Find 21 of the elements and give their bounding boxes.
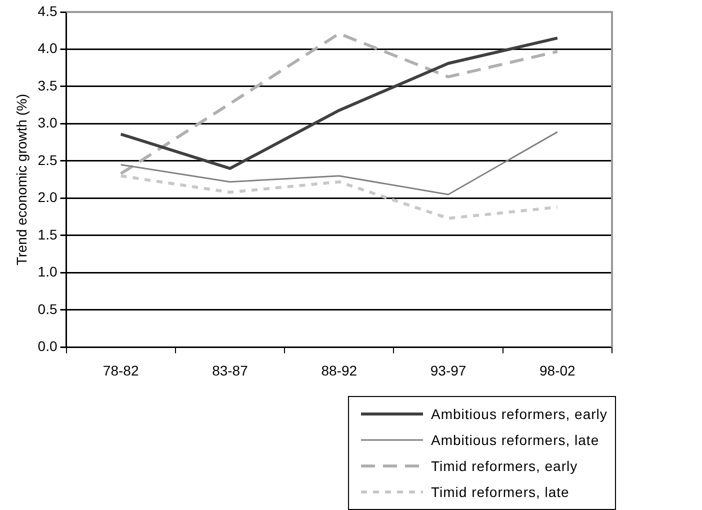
y-tick-label: 2.5 [38, 152, 58, 168]
line-series [119, 174, 559, 220]
y-tick-label: 2.0 [38, 189, 58, 206]
x-tick-label: 88-92 [321, 362, 358, 378]
x-tick-label: 78-82 [102, 362, 139, 378]
legend-label: Ambitious reformers, late [431, 432, 600, 448]
legend-label: Timid reformers, early [431, 458, 578, 474]
y-tick-label: 3.5 [38, 77, 58, 94]
y-tick-label: 1.5 [38, 226, 58, 242]
y-tick-label: 1.0 [38, 264, 58, 280]
x-tick-label: 93-97 [430, 362, 466, 378]
legend-label: Ambitious reformers, early [431, 406, 608, 422]
y-tick-label: 0.0 [38, 338, 58, 354]
y-tick-label: 0.5 [38, 300, 58, 317]
y-axis-title: Trend economic growth (%) [13, 94, 30, 266]
y-tick-label: 4.0 [38, 40, 58, 56]
x-tick-label: 98-02 [540, 362, 576, 378]
legend-label: Timid reformers, late [431, 484, 570, 500]
y-tick-label: 3.0 [38, 114, 58, 131]
y-tick-label: 4.5 [38, 2, 58, 19]
x-tick-label: 83-87 [212, 362, 248, 378]
